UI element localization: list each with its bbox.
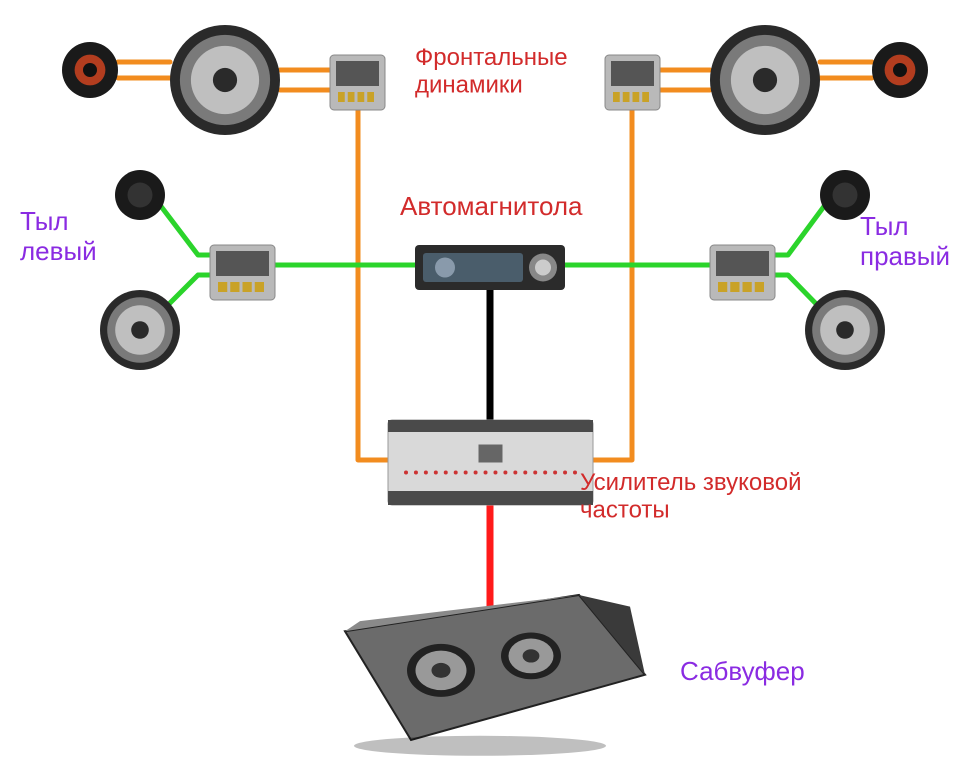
rear-right-woofer xyxy=(805,290,885,370)
front-right-crossover xyxy=(605,55,660,110)
amplifier xyxy=(388,420,593,505)
front-right-woofer xyxy=(710,25,820,135)
subwoofer xyxy=(345,595,645,756)
label-front_speakers: Фронтальныединамики xyxy=(415,44,568,99)
rear-left-crossover xyxy=(210,245,275,300)
wire-10 xyxy=(160,205,213,255)
label-front_speakers-line2: динамики xyxy=(415,72,523,99)
wire-8 xyxy=(358,110,393,460)
front-right-tweeter xyxy=(872,42,928,98)
label-rear_left-line1: Тыл xyxy=(20,206,69,236)
label-rear_left-line2: левый xyxy=(20,236,97,266)
rear-left-tweeter xyxy=(115,170,165,220)
label-amp-line2: частоты xyxy=(580,497,670,524)
rear-right-crossover xyxy=(710,245,775,300)
car-audio-diagram: Фронтальныединамики Автомагнитола Усилител… xyxy=(0,0,978,767)
label-amp: Усилитель звуковойчастоты xyxy=(580,469,801,524)
label-rear_right-line2: правый xyxy=(860,241,950,271)
front-left-tweeter xyxy=(62,42,118,98)
head-unit xyxy=(415,245,565,290)
label-head_unit: Автомагнитола xyxy=(400,191,583,221)
label-front_speakers-line1: Фронтальные xyxy=(415,44,568,71)
label-rear_right-line1: Тыл xyxy=(860,211,909,241)
front-left-crossover xyxy=(330,55,385,110)
label-subwoofer: Сабвуфер xyxy=(680,656,805,686)
label-rear_right: Тылправый xyxy=(860,211,950,271)
label-amp-line1: Усилитель звуковой xyxy=(580,469,801,496)
wire-9 xyxy=(588,110,632,460)
wire-13 xyxy=(773,205,825,255)
label-subwoofer-line1: Сабвуфер xyxy=(680,656,805,686)
label-rear_left: Тыллевый xyxy=(20,206,97,266)
wires xyxy=(118,62,872,618)
rear-left-woofer xyxy=(100,290,180,370)
label-head_unit-line1: Автомагнитола xyxy=(400,191,583,221)
front-left-woofer xyxy=(170,25,280,135)
